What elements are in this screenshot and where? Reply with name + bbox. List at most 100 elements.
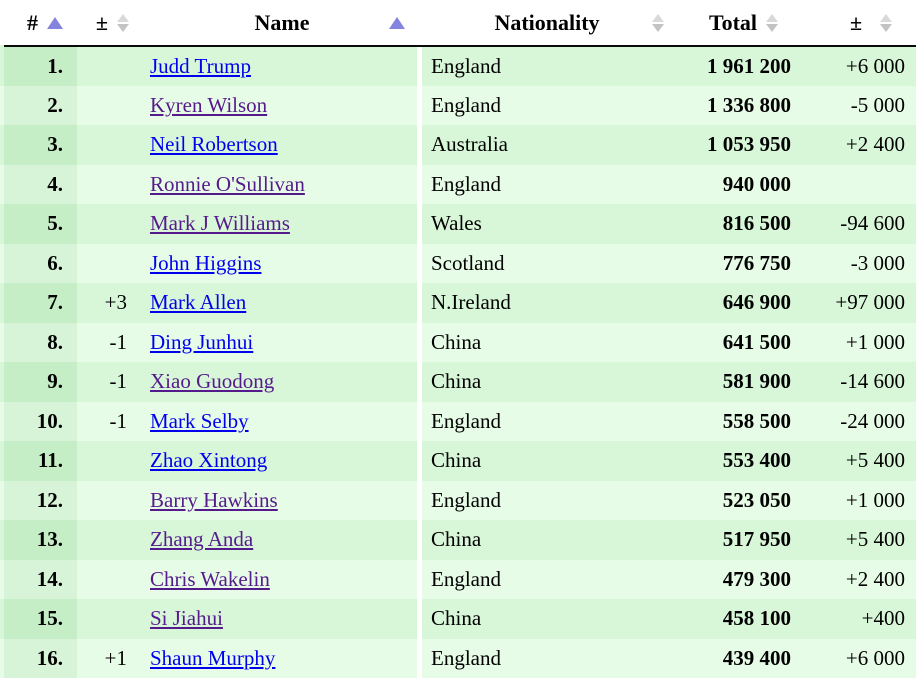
nationality-cell: England xyxy=(422,164,672,204)
total-cell: 479 300 xyxy=(672,559,794,599)
rank-cell: 5. xyxy=(0,204,77,244)
change-cell: +6 000 xyxy=(794,638,916,678)
rank-cell: 2. xyxy=(0,85,77,125)
header-total-label: Total xyxy=(708,9,758,35)
rank-cell: 9. xyxy=(0,362,77,402)
nationality-cell: Wales xyxy=(422,204,672,244)
table-row: 6. John Higgins Scotland 776 750 -3 000 xyxy=(0,243,916,283)
rank-cell: 16. xyxy=(0,638,77,678)
total-cell: 581 900 xyxy=(672,362,794,402)
rank-cell: 4. xyxy=(0,164,77,204)
column-gap xyxy=(417,85,422,125)
header-change[interactable]: ± xyxy=(794,0,916,47)
header-rank-label: # xyxy=(27,9,38,35)
rank-move-cell xyxy=(77,559,147,599)
player-name-cell: Si Jiahui xyxy=(147,599,417,639)
rank-cell: 10. xyxy=(0,401,77,441)
change-cell xyxy=(794,164,916,204)
player-link[interactable]: John Higgins xyxy=(150,250,262,275)
player-link[interactable]: Mark Selby xyxy=(150,408,249,433)
player-name-cell: Shaun Murphy xyxy=(147,638,417,678)
table-row: 7. +3 Mark Allen N.Ireland 646 900 +97 0… xyxy=(0,283,916,323)
rank-cell: 13. xyxy=(0,520,77,560)
rank-move-cell: +1 xyxy=(77,638,147,678)
rank-move-cell xyxy=(77,480,147,520)
rank-move-cell xyxy=(77,243,147,283)
player-link[interactable]: Zhao Xintong xyxy=(150,448,268,473)
player-name-cell: Zhao Xintong xyxy=(147,441,417,481)
header-name-label: Name xyxy=(254,9,310,35)
sort-unsorted-icon xyxy=(880,13,892,32)
column-gap xyxy=(417,125,422,165)
change-cell: +1 000 xyxy=(794,480,916,520)
player-name-cell: Judd Trump xyxy=(147,46,417,86)
player-link[interactable]: Mark J Williams xyxy=(150,211,290,236)
table-row: 3. Neil Robertson Australia 1 053 950 +2… xyxy=(0,125,916,165)
header-total[interactable]: Total xyxy=(672,0,794,47)
rank-move-cell: -1 xyxy=(77,362,147,402)
player-link[interactable]: Judd Trump xyxy=(150,53,251,78)
player-link[interactable]: Neil Robertson xyxy=(150,132,278,157)
total-cell: 558 500 xyxy=(672,401,794,441)
player-link[interactable]: Xiao Guodong xyxy=(150,369,275,394)
player-link[interactable]: Kyren Wilson xyxy=(150,92,268,117)
rank-move-cell xyxy=(77,520,147,560)
header-change-label: ± xyxy=(849,9,863,35)
rank-move-cell xyxy=(77,164,147,204)
rank-cell: 14. xyxy=(0,559,77,599)
total-cell: 1 336 800 xyxy=(672,85,794,125)
player-link[interactable]: Mark Allen xyxy=(150,290,247,315)
nationality-cell: England xyxy=(422,401,672,441)
rank-move-cell xyxy=(77,85,147,125)
column-gap xyxy=(417,401,422,441)
table-row: 1. Judd Trump England 1 961 200 +6 000 xyxy=(0,46,916,86)
change-cell: +6 000 xyxy=(794,46,916,86)
total-cell: 816 500 xyxy=(672,204,794,244)
nationality-cell: England xyxy=(422,638,672,678)
nationality-cell: China xyxy=(422,520,672,560)
player-link[interactable]: Chris Wakelin xyxy=(150,566,270,591)
player-link[interactable]: Zhang Anda xyxy=(150,527,254,552)
player-link[interactable]: Barry Hawkins xyxy=(150,487,278,512)
change-cell: +5 400 xyxy=(794,441,916,481)
player-name-cell: Ronnie O'Sullivan xyxy=(147,164,417,204)
table-row: 4. Ronnie O'Sullivan England 940 000 xyxy=(0,164,916,204)
column-gap xyxy=(417,0,422,47)
total-cell: 646 900 xyxy=(672,283,794,323)
header-nationality-label: Nationality xyxy=(494,9,600,35)
player-link[interactable]: Si Jiahui xyxy=(150,606,223,631)
player-name-cell: Zhang Anda xyxy=(147,520,417,560)
table-row: 11. Zhao Xintong China 553 400 +5 400 xyxy=(0,441,916,481)
change-cell: -94 600 xyxy=(794,204,916,244)
player-name-cell: Barry Hawkins xyxy=(147,480,417,520)
total-cell: 553 400 xyxy=(672,441,794,481)
column-gap xyxy=(417,283,422,323)
table-row: 8. -1 Ding Junhui China 641 500 +1 000 xyxy=(0,322,916,362)
player-link[interactable]: Shaun Murphy xyxy=(150,645,276,670)
table-row: 10. -1 Mark Selby England 558 500 -24 00… xyxy=(0,401,916,441)
header-rank-move[interactable]: ± xyxy=(77,0,147,47)
player-link[interactable]: Ronnie O'Sullivan xyxy=(150,171,305,196)
total-cell: 523 050 xyxy=(672,480,794,520)
table-row: 15. Si Jiahui China 458 100 +400 xyxy=(0,599,916,639)
rankings-table-body: 1. Judd Trump England 1 961 200 +6 000 2… xyxy=(0,46,916,678)
player-name-cell: John Higgins xyxy=(147,243,417,283)
nationality-cell: England xyxy=(422,85,672,125)
rank-cell: 7. xyxy=(0,283,77,323)
rank-move-cell xyxy=(77,441,147,481)
column-gap xyxy=(417,243,422,283)
header-rank[interactable]: # xyxy=(2,0,77,47)
player-name-cell: Neil Robertson xyxy=(147,125,417,165)
change-cell: +400 xyxy=(794,599,916,639)
header-name[interactable]: Name xyxy=(147,0,417,47)
rank-cell: 12. xyxy=(0,480,77,520)
total-cell: 458 100 xyxy=(672,599,794,639)
total-cell: 776 750 xyxy=(672,243,794,283)
header-nationality[interactable]: Nationality xyxy=(422,0,672,47)
sort-unsorted-icon xyxy=(766,13,778,32)
rank-move-cell xyxy=(77,204,147,244)
column-gap xyxy=(417,441,422,481)
header-rank-move-label: ± xyxy=(95,9,108,35)
player-name-cell: Ding Junhui xyxy=(147,322,417,362)
player-link[interactable]: Ding Junhui xyxy=(150,329,254,354)
